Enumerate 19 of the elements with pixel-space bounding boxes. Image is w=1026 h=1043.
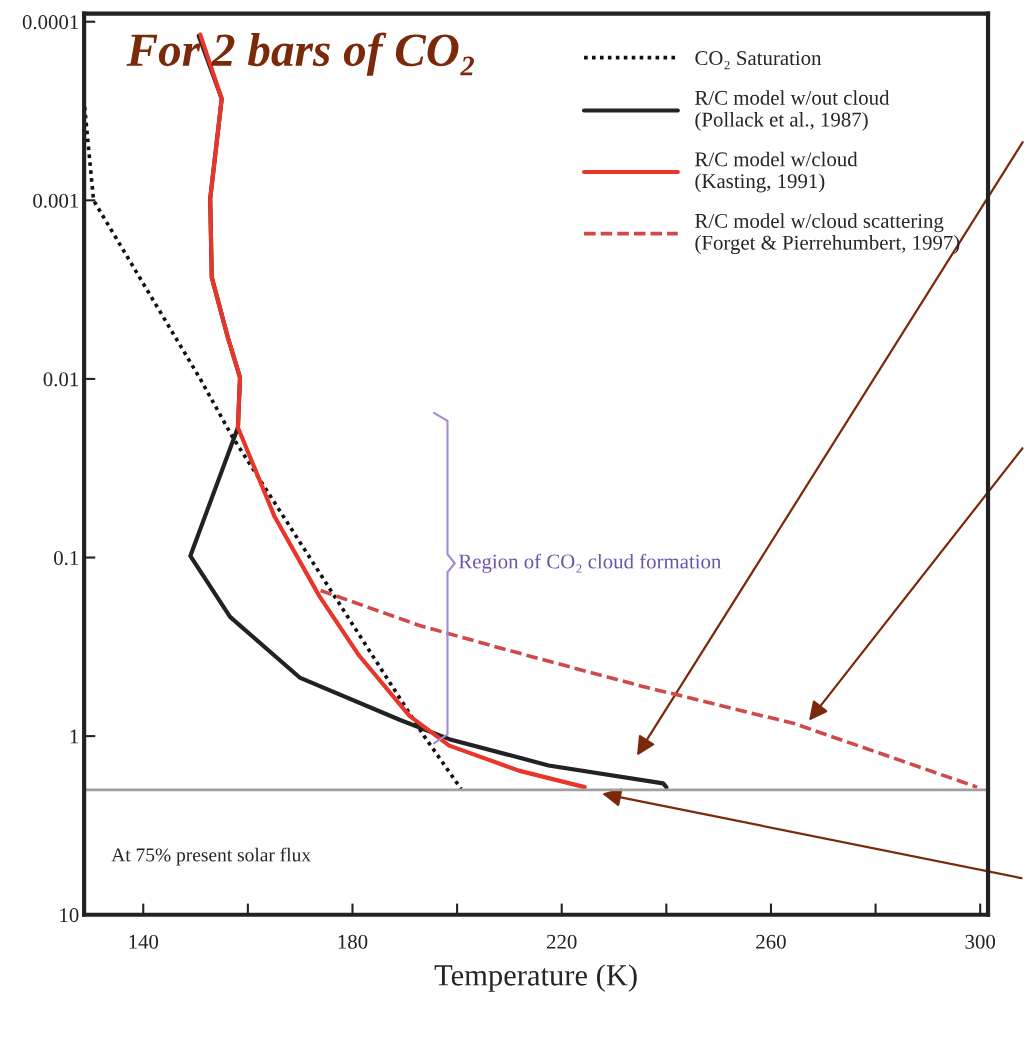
annotation: Region of CO₂ cloud formation [458, 553, 722, 573]
x-tick-label: 180 [338, 934, 368, 949]
ref-line-label: At 75% present solar flux [111, 847, 311, 866]
y-tick-label: 1 [70, 729, 79, 744]
y-tick-label: 0.01 [43, 372, 79, 387]
y-tick-label: 0.001 [33, 193, 79, 208]
x-axis-title: Temperature (K) [434, 964, 637, 992]
chart-title: For 2 bars of CO₂ [126, 32, 474, 76]
x-tick-label: 300 [965, 934, 996, 949]
y-tick-label: 0.0001 [22, 15, 79, 30]
legend-label: R/C model w/cloud (Kasting, 1991) [695, 151, 858, 193]
legend-label: CO₂ Saturation [695, 51, 822, 70]
y-tick-label: 10 [60, 908, 79, 923]
x-tick-label: 140 [129, 934, 159, 949]
legend-label: R/C model w/out cloud (Pollack et al., 1987) [695, 90, 890, 131]
x-tick-label: 260 [756, 934, 786, 949]
x-tick-label: 220 [547, 934, 577, 949]
y-tick-label: 0.1 [54, 550, 79, 566]
line-series [318, 588, 979, 789]
